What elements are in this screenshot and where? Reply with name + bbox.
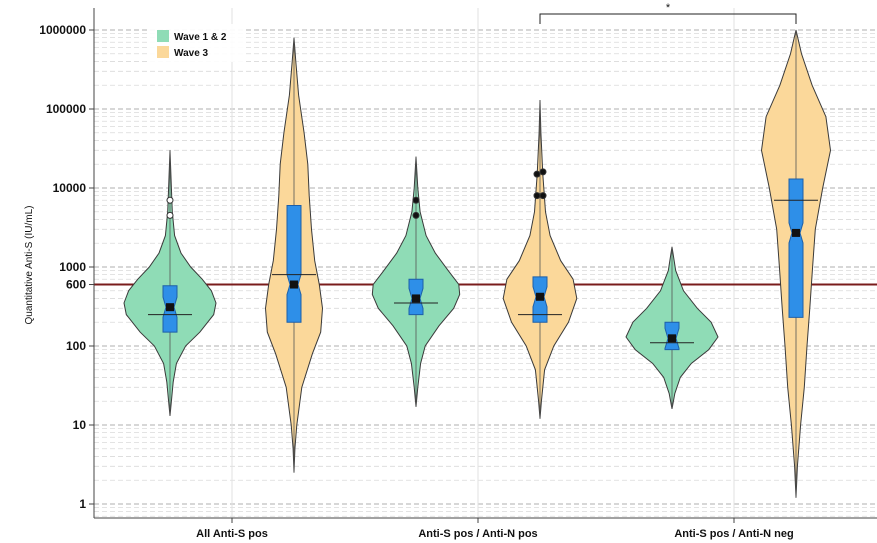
x-tick-label-anti-s-pos-anti-n-pos: Anti-S pos / Anti-N pos: [418, 528, 537, 540]
plot-background: [94, 8, 877, 518]
outlier-point: [412, 211, 420, 219]
iqr-box: [286, 205, 302, 323]
violins: [123, 29, 832, 498]
violin-group-anti-s-pos-anti-n-neg-wave-1-2: [625, 246, 719, 409]
legend-swatch-wave-1-2: [157, 30, 169, 42]
outlier-point: [166, 211, 174, 219]
outlier-point: [533, 170, 541, 178]
y-tick-label: 100000: [46, 102, 86, 116]
legend-swatch-wave-3: [157, 46, 169, 58]
legend-label-wave-3: Wave 3: [174, 48, 209, 59]
violin-group-anti-s-pos-anti-n-pos-wave-1-2: [371, 156, 461, 407]
y-tick-label: 600: [66, 278, 86, 292]
x-tick-label-anti-s-pos-anti-n-neg: Anti-S pos / Anti-N neg: [674, 528, 793, 540]
significance-bracket-line: [539, 13, 797, 24]
violin-group-all-anti-s-pos-wave-3: [264, 37, 324, 473]
median-marker: [412, 294, 420, 303]
median-marker: [792, 228, 800, 237]
legend-label-wave-1-2: Wave 1 & 2: [174, 32, 227, 43]
violin-group-anti-s-pos-anti-n-pos-wave-3: [502, 99, 578, 419]
y-tick-label: 1000000: [39, 23, 86, 37]
y-axis-label: Quantitative Anti-S (IU/mL): [24, 206, 35, 325]
outlier-point: [412, 196, 420, 204]
y-tick-label: 1: [79, 497, 86, 511]
y-tick-label: 10000: [53, 181, 87, 195]
violin-group-all-anti-s-pos-wave-1-2: [123, 150, 217, 417]
category-grid-lines: [231, 8, 735, 518]
significance-label: *: [666, 2, 671, 14]
legend: Wave 1 & 2 Wave 3: [150, 24, 246, 62]
median-marker: [536, 292, 544, 301]
y-tick-label: 10: [73, 418, 87, 432]
outlier-point: [166, 196, 174, 204]
median-marker: [290, 280, 298, 289]
outlier-point: [539, 168, 547, 176]
median-marker: [668, 334, 676, 343]
x-tick-label-all-anti-s-pos: All Anti-S pos: [196, 528, 268, 540]
violin-group-anti-s-pos-anti-n-neg-wave-3: [760, 29, 832, 498]
median-marker: [166, 303, 174, 312]
iqr-box: [788, 178, 804, 318]
y-tick-label: 1000: [59, 260, 86, 274]
axes: 1 10 100 600 1000 10000 100000 1000000 All Anti-…: [39, 8, 877, 540]
y-tick-label: 100: [66, 339, 86, 353]
significance-bracket: *: [539, 2, 797, 24]
outlier-point: [533, 192, 541, 200]
outlier-point: [539, 192, 547, 200]
